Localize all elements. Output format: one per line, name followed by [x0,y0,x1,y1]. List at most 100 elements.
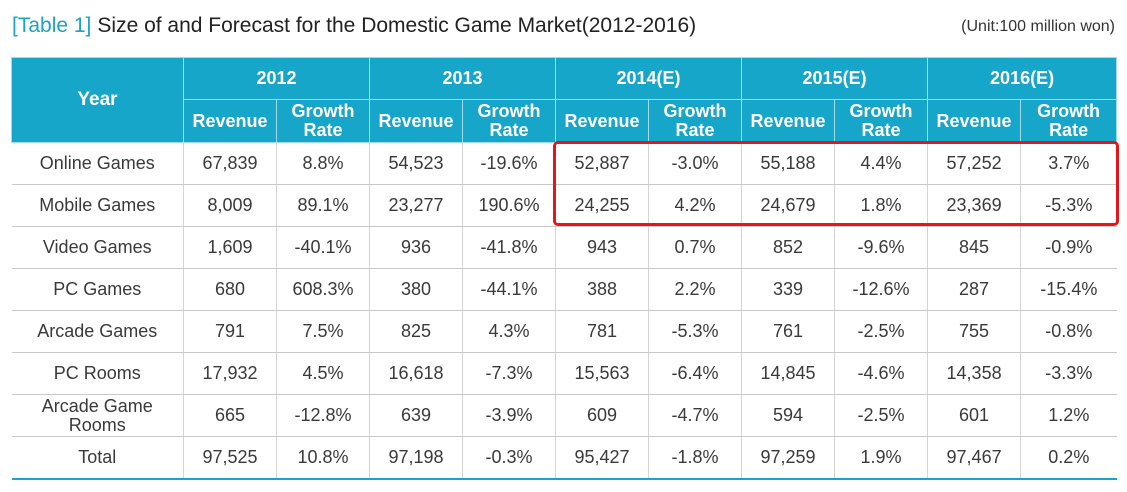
table-row: Arcade Games 791 7.5% 825 4.3% 781 -5.3% 761 -2.… [11,310,1117,353]
revenue-cell: 852 [741,226,835,269]
revenue-cell: 23,277 [369,184,463,227]
growth-rate-cell: 190.6% [462,184,556,227]
growth-rate-header: Growth Rate [275,99,371,143]
revenue-cell: 97,259 [741,436,835,480]
category-cell: Video Games [11,226,184,269]
table-row: Mobile Games 8,009 89.1% 23,277 190.6% 24,255… [11,184,1117,227]
revenue-cell: 791 [183,310,277,353]
revenue-cell: 943 [555,226,649,269]
growth-rate-cell: 0.7% [648,226,742,269]
revenue-cell: 845 [927,226,1021,269]
growth-rate-cell: -1.8% [648,436,742,480]
table-title: [Table 1] Size of and Forecast for the Do… [12,14,696,38]
year-header-row: Year 2012 2013 2014(E) 2015(E) 2016(E) [11,57,1118,143]
category-cell: Online Games [11,142,184,185]
growth-rate-cell: -12.6% [834,268,928,311]
revenue-cell: 15,563 [555,352,649,395]
table-row: Video Games 1,609 -40.1% 936 -41.8% 943 0.7% 85… [11,226,1117,269]
revenue-cell: 761 [741,310,835,353]
category-cell: Mobile Games [11,184,184,227]
growth-rate-cell: -3.9% [462,394,556,437]
revenue-cell: 8,009 [183,184,277,227]
growth-rate-cell: 0.2% [1020,436,1117,480]
growth-rate-cell: -40.1% [275,226,370,269]
revenue-cell: 16,618 [369,352,463,395]
revenue-header: Revenue [741,99,836,143]
revenue-cell: 755 [927,310,1021,353]
subheader-row: Revenue Growth Rate Revenue Growth Rate Reve… [12,99,1118,143]
growth-rate-cell: -3.0% [648,142,742,185]
growth-rate-header: Growth Rate [462,99,557,143]
growth-rate-cell: 4.2% [648,184,742,227]
growth-rate-cell: 10.8% [275,436,370,480]
category-cell: PC Games [11,268,184,311]
table-row: PC Rooms 17,932 4.5% 16,618 -7.3% 15,563 -6.4%… [11,352,1117,395]
category-cell: Total [11,436,184,480]
revenue-cell: 639 [369,394,463,437]
table-row: Arcade Game Rooms 665 -12.8% 639 -3.9% 609 -4.… [11,394,1117,437]
growth-rate-cell: -6.4% [648,352,742,395]
growth-rate-cell: 4.5% [275,352,370,395]
revenue-header: Revenue [369,99,464,143]
growth-rate-header: Growth Rate [834,99,929,143]
revenue-cell: 14,845 [741,352,835,395]
revenue-cell: 97,467 [927,436,1021,480]
revenue-cell: 17,932 [183,352,277,395]
growth-rate-cell: -41.8% [462,226,556,269]
revenue-cell: 825 [369,310,463,353]
growth-rate-cell: 608.3% [275,268,370,311]
growth-rate-cell: -7.3% [462,352,556,395]
title-row: [Table 1] Size of and Forecast for the Do… [12,10,1117,46]
revenue-cell: 936 [369,226,463,269]
revenue-cell: 380 [369,268,463,311]
growth-rate-cell: 8.8% [275,142,370,185]
year-3-header: 2015(E) [741,57,929,100]
revenue-cell: 339 [741,268,835,311]
growth-rate-cell: -12.8% [275,394,370,437]
table-number: [Table 1] [12,14,92,37]
growth-rate-cell: 1.9% [834,436,928,480]
growth-rate-cell: -4.7% [648,394,742,437]
category-cell: Arcade Games [11,310,184,353]
growth-rate-cell: 4.3% [462,310,556,353]
revenue-cell: 665 [183,394,277,437]
year-1-header: 2013 [369,57,557,100]
table-body: Online Games 67,839 8.8% 54,523 -19.6% 52,887… [11,142,1117,480]
growth-rate-cell: 1.8% [834,184,928,227]
table-row: PC Games 680 608.3% 380 -44.1% 388 2.2% 339 -12.… [11,268,1117,311]
growth-rate-cell: 4.4% [834,142,928,185]
growth-rate-cell: 89.1% [275,184,370,227]
revenue-cell: 97,198 [369,436,463,480]
revenue-cell: 54,523 [369,142,463,185]
year-header: Year [11,57,184,143]
growth-rate-cell: 1.2% [1020,394,1117,437]
unit-note: (Unit:100 million won) [961,18,1115,35]
year-4-header: 2016(E) [927,57,1118,100]
growth-rate-cell: -4.6% [834,352,928,395]
growth-rate-header: Growth Rate [648,99,743,143]
growth-rate-cell: 2.2% [648,268,742,311]
revenue-header: Revenue [927,99,1022,143]
growth-rate-cell: -19.6% [462,142,556,185]
revenue-cell: 609 [555,394,649,437]
revenue-header: Revenue [183,99,277,143]
revenue-cell: 52,887 [555,142,649,185]
revenue-cell: 1,609 [183,226,277,269]
table-title-text: Size of and Forecast for the Domestic Ga… [97,14,697,37]
growth-rate-cell: 3.7% [1020,142,1117,185]
table-header: Year 2012 2013 2014(E) 2015(E) 2016(E) Reven… [11,57,1118,143]
revenue-cell: 67,839 [183,142,277,185]
growth-rate-header: Growth Rate [1020,99,1118,143]
growth-rate-cell: -15.4% [1020,268,1117,311]
category-cell: Arcade Game Rooms [11,394,184,437]
revenue-cell: 97,525 [183,436,277,480]
table-row: Online Games 67,839 8.8% 54,523 -19.6% 52,887… [11,142,1117,185]
revenue-cell: 23,369 [927,184,1021,227]
growth-rate-cell: -9.6% [834,226,928,269]
growth-rate-cell: -3.3% [1020,352,1117,395]
revenue-cell: 14,358 [927,352,1021,395]
growth-rate-cell: -2.5% [834,310,928,353]
table-row: Total 97,525 10.8% 97,198 -0.3% 95,427 -1.8% 97… [11,436,1117,480]
revenue-cell: 55,188 [741,142,835,185]
revenue-cell: 24,255 [555,184,649,227]
